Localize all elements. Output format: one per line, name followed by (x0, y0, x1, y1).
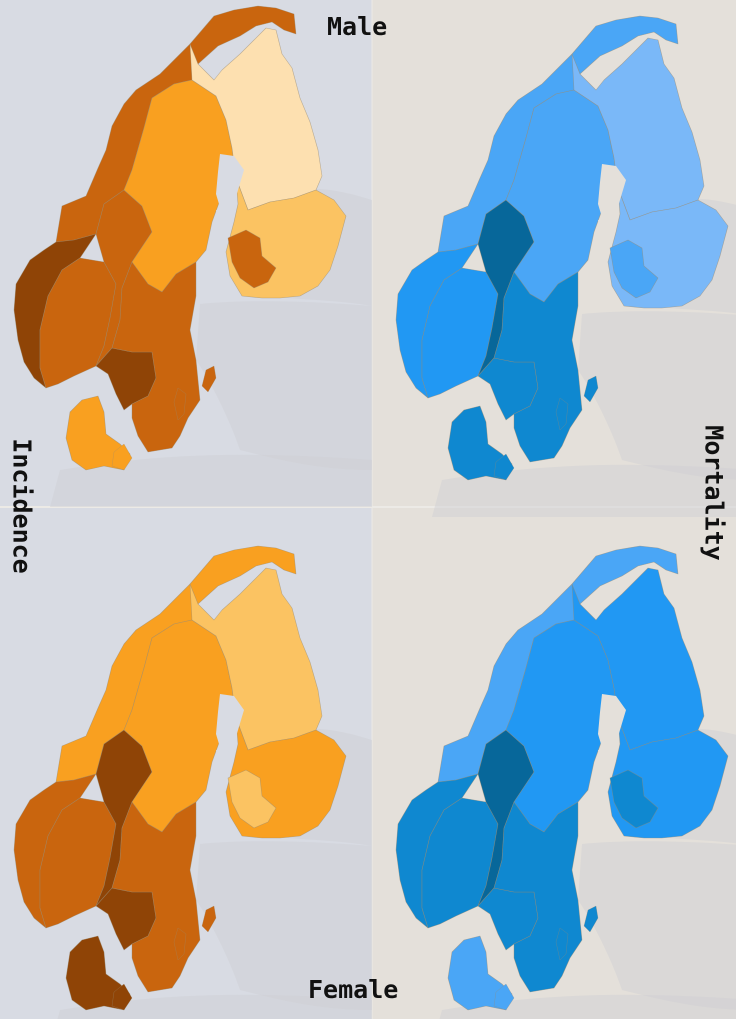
neighbor-land-1 (578, 841, 736, 1010)
neighbor-land-1 (578, 311, 736, 480)
island-1-incidence-female (201, 905, 217, 933)
region-finland-central-mortality-male (609, 239, 659, 299)
island-3-incidence-female (111, 983, 133, 1011)
map-mortality-male (395, 15, 736, 517)
bay-of-bothnia-2-mortality-male (598, 220, 614, 242)
region-finland-north-incidence-male (189, 27, 323, 211)
region-finland-central-incidence-male (227, 229, 277, 289)
label-incidence: Incidence (7, 438, 37, 574)
island-2-incidence-female (173, 927, 187, 961)
island-2-mortality-male (555, 397, 569, 431)
island-1-mortality-female (583, 905, 599, 933)
island-3-mortality-male (493, 453, 515, 481)
neighbor-land-2 (50, 454, 372, 507)
region-finland-central-incidence-female (227, 769, 277, 829)
island-2-incidence-male (173, 387, 187, 421)
label-male: Male (327, 12, 388, 41)
region-finland-central-mortality-female (609, 769, 659, 829)
island-3-mortality-female (493, 983, 515, 1011)
label-female: Female (308, 975, 399, 1004)
region-finland-north-mortality-female (571, 567, 705, 751)
map-incidence-male (13, 5, 372, 507)
region-finland-north-mortality-male (571, 37, 705, 221)
island-2-mortality-female (555, 927, 569, 961)
island-1-mortality-male (583, 375, 599, 403)
island-1-incidence-male (201, 365, 217, 393)
neighbor-land-1 (196, 301, 372, 470)
neighbor-land-2 (439, 994, 736, 1019)
neighbor-land-2 (432, 464, 736, 517)
neighbor-land-1 (196, 841, 372, 1010)
label-mortality: Mortality (699, 425, 729, 561)
bay-of-bothnia-2-incidence-female (216, 750, 232, 772)
bay-of-bothnia-1-mortality-female (598, 694, 626, 754)
map-incidence-female (13, 545, 372, 1019)
bay-of-bothnia-1-mortality-male (598, 164, 626, 224)
map-mortality-female (395, 545, 736, 1019)
neighbor-land-2 (57, 994, 372, 1019)
bay-of-bothnia-1-incidence-male (216, 154, 244, 214)
region-finland-north-incidence-female (189, 567, 323, 751)
bay-of-bothnia-1-incidence-female (216, 694, 244, 754)
island-3-incidence-male (111, 443, 133, 471)
bay-of-bothnia-2-mortality-female (598, 750, 614, 772)
bay-of-bothnia-2-incidence-male (216, 210, 232, 232)
